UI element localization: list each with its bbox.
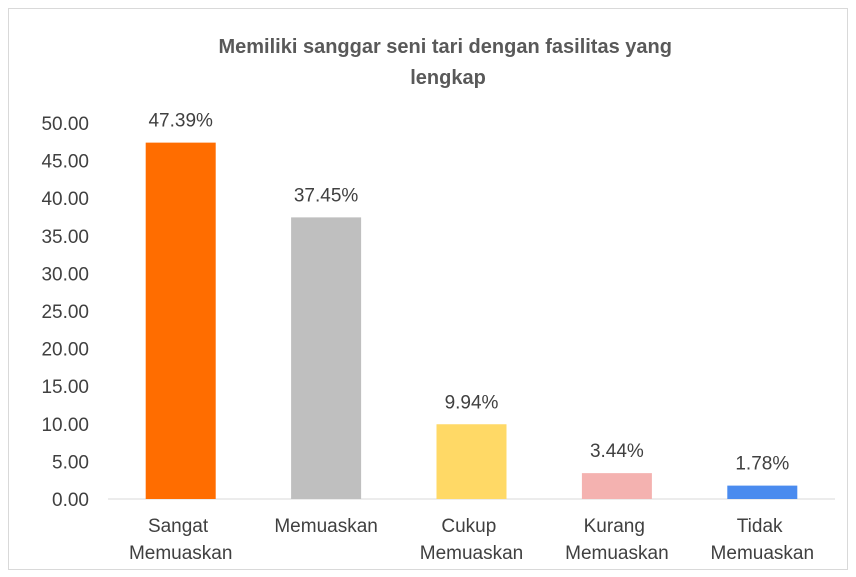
- y-tick-label: 10.00: [41, 415, 89, 436]
- x-tick-label: Memuaskan: [274, 516, 378, 537]
- bar: [436, 424, 507, 499]
- value-label: 1.78%: [735, 454, 789, 475]
- value-label: 37.45%: [294, 185, 359, 206]
- x-tick-label: Tidak Memuaskan: [711, 516, 815, 564]
- bar: [145, 142, 216, 499]
- x-tick-label: Kurang Memuaskan: [565, 516, 669, 564]
- y-tick-label: 40.00: [41, 189, 89, 210]
- chart-title: Memiliki sanggar seni tari dengan fasili…: [218, 36, 677, 89]
- value-label: 9.94%: [445, 392, 499, 413]
- value-label: 3.44%: [590, 441, 644, 462]
- y-tick-label: 15.00: [41, 377, 89, 398]
- value-label: 47.39%: [148, 111, 213, 132]
- y-tick-label: 45.00: [41, 152, 89, 173]
- bar: [291, 217, 362, 499]
- bar: [581, 473, 652, 499]
- y-tick-label: 0.00: [52, 490, 89, 511]
- y-tick-label: 35.00: [41, 227, 89, 248]
- bar: [727, 485, 798, 499]
- x-tick-label: Cukup Memuaskan: [420, 516, 524, 564]
- y-tick-label: 50.00: [41, 114, 89, 135]
- y-tick-label: 5.00: [52, 452, 89, 473]
- y-tick-label: 25.00: [41, 302, 89, 323]
- chart-border: [8, 8, 848, 570]
- x-tick-label: Sangat Memuaskan: [129, 516, 233, 564]
- y-tick-label: 30.00: [41, 264, 89, 285]
- y-tick-label: 20.00: [41, 340, 89, 361]
